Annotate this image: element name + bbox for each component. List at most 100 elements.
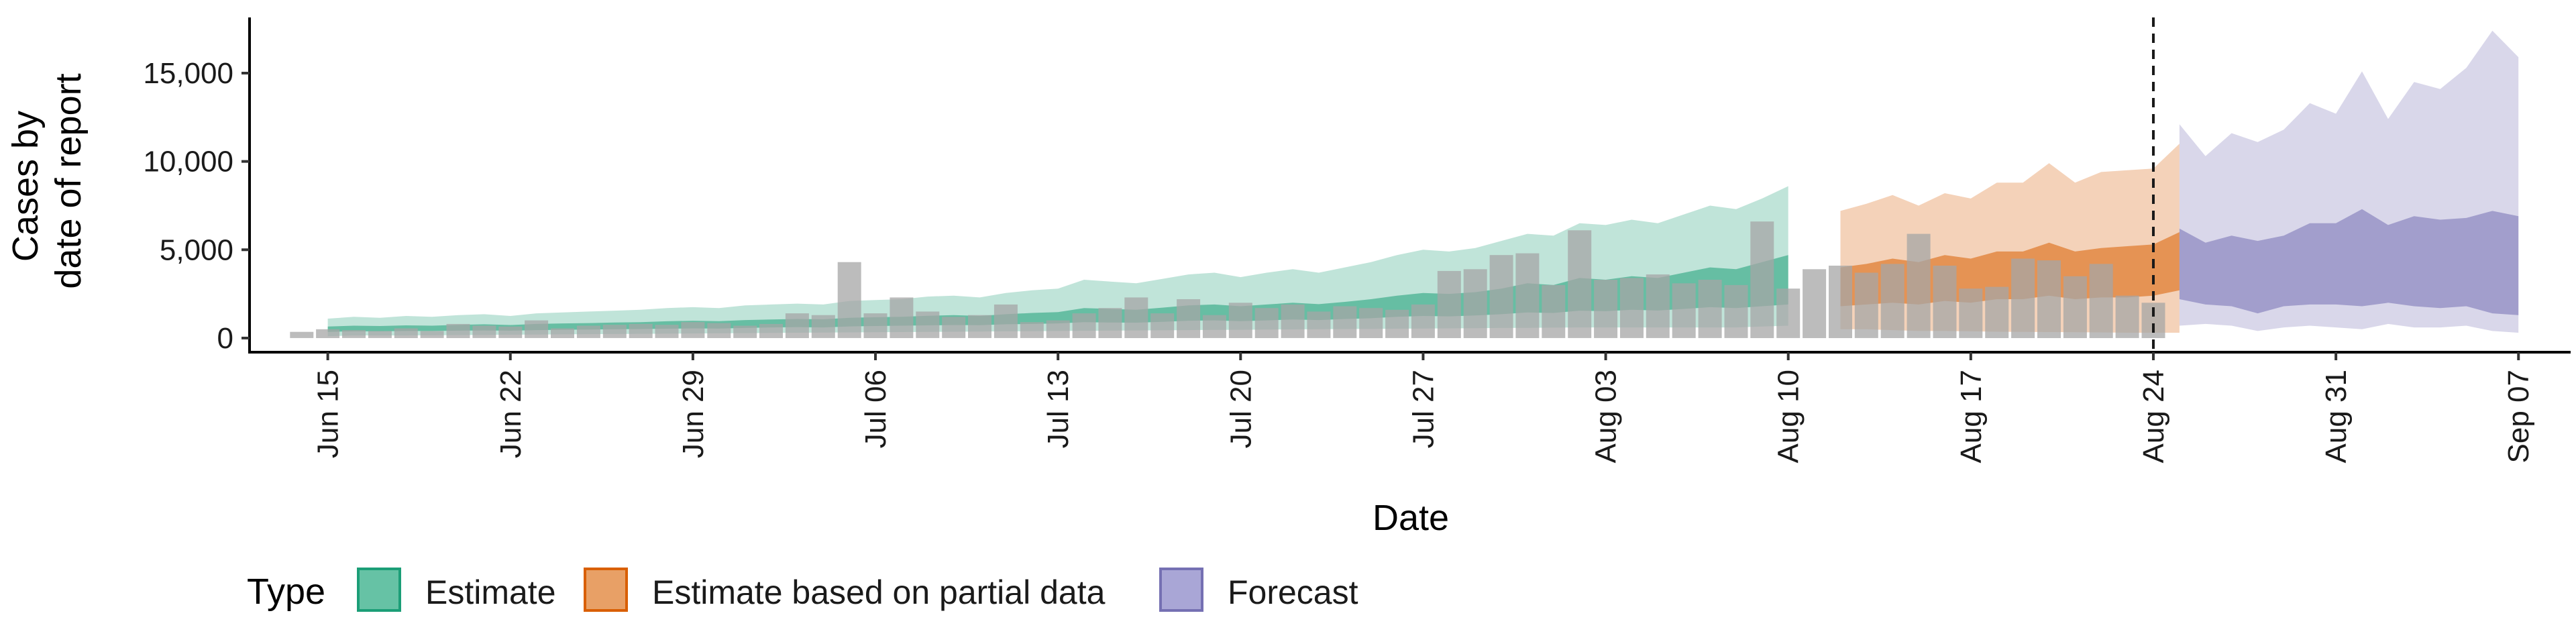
reported-cases-bar bbox=[1854, 272, 1878, 338]
x-tick-label: Aug 17 bbox=[1955, 370, 1988, 463]
reported-cases-bar bbox=[1698, 280, 1722, 338]
x-tick-label: Aug 03 bbox=[1590, 370, 1623, 463]
reported-cases-bar bbox=[629, 323, 653, 338]
reported-cases-bar bbox=[1150, 313, 1175, 338]
x-tick-label: Jun 29 bbox=[677, 370, 710, 458]
reported-cases-bar bbox=[1202, 315, 1226, 338]
reported-cases-bar bbox=[290, 331, 314, 338]
x-tick-label: Jul 27 bbox=[1407, 370, 1440, 448]
x-tick-label: Jul 06 bbox=[859, 370, 892, 448]
reported-cases-bar bbox=[1515, 253, 1540, 338]
reported-cases-bar bbox=[1124, 297, 1148, 338]
reported-cases-bars bbox=[290, 221, 2165, 338]
axes: 0 5,000 10,000 15,000 Jun 15 Jun 22 Jun 29 Jul… bbox=[143, 17, 2571, 463]
reported-cases-bar bbox=[1933, 266, 1957, 338]
reported-cases-bar bbox=[525, 320, 549, 338]
reported-cases-bar bbox=[707, 323, 731, 338]
x-tick-label: Jun 15 bbox=[312, 370, 345, 458]
reported-cases-bar bbox=[1046, 320, 1070, 338]
reported-cases-bar bbox=[1333, 306, 1357, 338]
reported-cases-bar bbox=[2115, 295, 2139, 338]
reported-cases-bar bbox=[1411, 304, 1435, 338]
reported-cases-bar bbox=[498, 326, 523, 338]
reported-cases-bar bbox=[2063, 276, 2087, 338]
x-tick-label: Jul 20 bbox=[1224, 370, 1257, 448]
reported-cases-bar bbox=[1907, 233, 1931, 338]
reported-cases-bar bbox=[994, 304, 1018, 338]
y-axis-title: Cases by date of report bbox=[5, 73, 89, 288]
x-tick-label: Jul 13 bbox=[1042, 370, 1075, 448]
reported-cases-bar bbox=[472, 325, 496, 338]
legend-swatch bbox=[357, 568, 401, 612]
reported-cases-bar bbox=[394, 328, 418, 338]
ribbons-layer bbox=[327, 30, 2519, 337]
reported-cases-bar bbox=[602, 325, 627, 338]
y-tick-label: 0 bbox=[217, 322, 233, 355]
x-tick-label: Aug 31 bbox=[2320, 370, 2353, 463]
reported-cases-bar bbox=[681, 322, 705, 338]
reported-cases-bar bbox=[1568, 230, 1592, 338]
reported-cases-bar bbox=[316, 329, 340, 338]
reported-cases-bar bbox=[1620, 278, 1644, 338]
y-ticks: 0 5,000 10,000 15,000 bbox=[143, 57, 250, 355]
legend-swatch bbox=[584, 568, 628, 612]
reported-cases-bar bbox=[1385, 309, 1409, 338]
reported-cases-bar bbox=[655, 325, 679, 338]
reported-cases-bar bbox=[942, 317, 966, 338]
reported-cases-bar bbox=[1880, 264, 1904, 338]
x-tick-label: Jun 22 bbox=[494, 370, 527, 458]
legend-title: Type bbox=[247, 572, 325, 612]
reported-cases-bar bbox=[1281, 304, 1305, 338]
reported-cases-bar bbox=[446, 323, 470, 338]
y-tick-label: 10,000 bbox=[143, 146, 233, 178]
reported-cases-bar bbox=[2037, 260, 2061, 338]
reported-cases-bar bbox=[1776, 288, 1801, 338]
reported-cases-bar bbox=[2089, 264, 2113, 338]
reported-cases-bar bbox=[1228, 303, 1252, 338]
reported-cases-bar bbox=[1724, 284, 1748, 338]
reported-cases-bar bbox=[1020, 322, 1044, 338]
reported-cases-bar bbox=[1542, 284, 1566, 338]
reported-cases-bar bbox=[368, 331, 392, 338]
y-tick-label: 5,000 bbox=[160, 233, 233, 266]
x-axis-title: Date bbox=[1373, 498, 1449, 538]
reported-cases-bar bbox=[733, 325, 757, 338]
reported-cases-bar bbox=[1489, 255, 1513, 338]
reported-cases-bar bbox=[1594, 280, 1618, 338]
x-tick-label: Aug 24 bbox=[2137, 370, 2170, 463]
legend-label: Estimate bbox=[425, 574, 556, 611]
reported-cases-bar bbox=[1437, 270, 1461, 338]
reported-cases-bar bbox=[420, 331, 444, 338]
legend-label: Forecast bbox=[1228, 574, 1358, 611]
reported-cases-bar bbox=[342, 330, 366, 338]
legend-label: Estimate based on partial data bbox=[652, 574, 1106, 611]
reported-cases-bar bbox=[1463, 269, 1487, 338]
reported-cases-bar bbox=[1959, 288, 1983, 338]
reported-cases-bar bbox=[1750, 221, 1774, 338]
reported-cases-bar bbox=[576, 325, 600, 338]
reported-cases-bar bbox=[1985, 286, 2009, 338]
reported-cases-bar bbox=[916, 311, 940, 338]
reported-cases-bar bbox=[837, 262, 861, 338]
x-tick-label: Aug 10 bbox=[1772, 370, 1805, 463]
reported-cases-bar bbox=[551, 328, 574, 338]
reported-cases-bar bbox=[2011, 258, 2035, 338]
y-axis-title-line-1: Cases by bbox=[5, 111, 46, 262]
reported-cases-bar bbox=[1254, 308, 1279, 338]
y-tick-label: 15,000 bbox=[143, 57, 233, 90]
reported-cases-bar bbox=[1072, 313, 1096, 338]
reported-cases-bar bbox=[811, 315, 835, 338]
reported-cases-bar bbox=[1803, 269, 1827, 338]
reported-cases-bar bbox=[1672, 283, 1696, 338]
reported-cases-bar bbox=[1829, 266, 1852, 338]
reported-cases-bar bbox=[759, 323, 783, 338]
legend: Type Estimate Estimate based on partial da… bbox=[247, 568, 1358, 612]
reported-cases-bar bbox=[1646, 274, 1670, 338]
legend-swatch bbox=[1159, 568, 1203, 612]
reported-cases-bar bbox=[863, 313, 888, 338]
reported-cases-bar bbox=[785, 313, 809, 338]
reported-cases-bar bbox=[1098, 308, 1122, 338]
x-tick-label: Sep 07 bbox=[2502, 370, 2535, 463]
reported-cases-bar bbox=[890, 297, 914, 338]
